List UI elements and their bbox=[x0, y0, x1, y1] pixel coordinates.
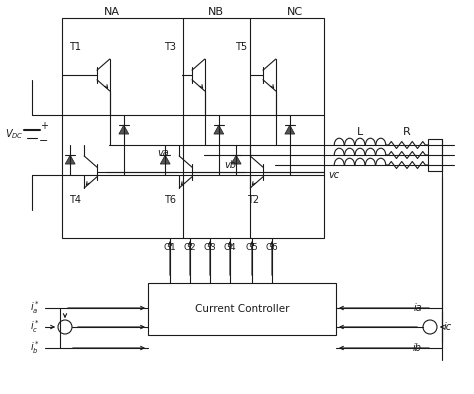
Text: G3: G3 bbox=[204, 242, 216, 251]
Text: va: va bbox=[157, 148, 169, 158]
Polygon shape bbox=[65, 155, 75, 164]
Text: R: R bbox=[403, 127, 411, 137]
Polygon shape bbox=[285, 125, 295, 134]
Text: G2: G2 bbox=[184, 242, 196, 251]
Text: ib: ib bbox=[413, 343, 422, 353]
Bar bbox=[428, 139, 442, 171]
Text: +: + bbox=[40, 121, 48, 131]
Text: −: − bbox=[39, 136, 49, 146]
Text: T4: T4 bbox=[69, 195, 81, 205]
Text: $V_{DC}$: $V_{DC}$ bbox=[5, 127, 23, 141]
Bar bbox=[148, 283, 336, 335]
Polygon shape bbox=[231, 155, 241, 164]
Text: $i_c^*$: $i_c^*$ bbox=[30, 319, 40, 335]
Text: $i_b^*$: $i_b^*$ bbox=[30, 340, 40, 357]
Text: T2: T2 bbox=[247, 195, 259, 205]
Text: T1: T1 bbox=[69, 42, 81, 52]
Text: NB: NB bbox=[208, 7, 224, 17]
Text: T3: T3 bbox=[164, 42, 176, 52]
Text: vc: vc bbox=[328, 170, 339, 180]
Text: vb: vb bbox=[224, 160, 236, 170]
Text: G6: G6 bbox=[265, 242, 278, 251]
Text: NC: NC bbox=[287, 7, 303, 17]
Polygon shape bbox=[160, 155, 170, 164]
Text: $i_a^*$: $i_a^*$ bbox=[30, 299, 40, 316]
Text: ia: ia bbox=[413, 303, 422, 313]
Text: ic: ic bbox=[444, 322, 452, 332]
Text: L: L bbox=[357, 127, 363, 137]
Text: G4: G4 bbox=[224, 242, 237, 251]
Text: G1: G1 bbox=[164, 242, 176, 251]
Text: T6: T6 bbox=[164, 195, 176, 205]
Polygon shape bbox=[119, 125, 129, 134]
Text: NA: NA bbox=[104, 7, 120, 17]
Text: Current Controller: Current Controller bbox=[195, 304, 289, 314]
Text: G5: G5 bbox=[246, 242, 258, 251]
Polygon shape bbox=[214, 125, 224, 134]
Bar bbox=[62, 18, 324, 238]
Text: T5: T5 bbox=[235, 42, 247, 52]
